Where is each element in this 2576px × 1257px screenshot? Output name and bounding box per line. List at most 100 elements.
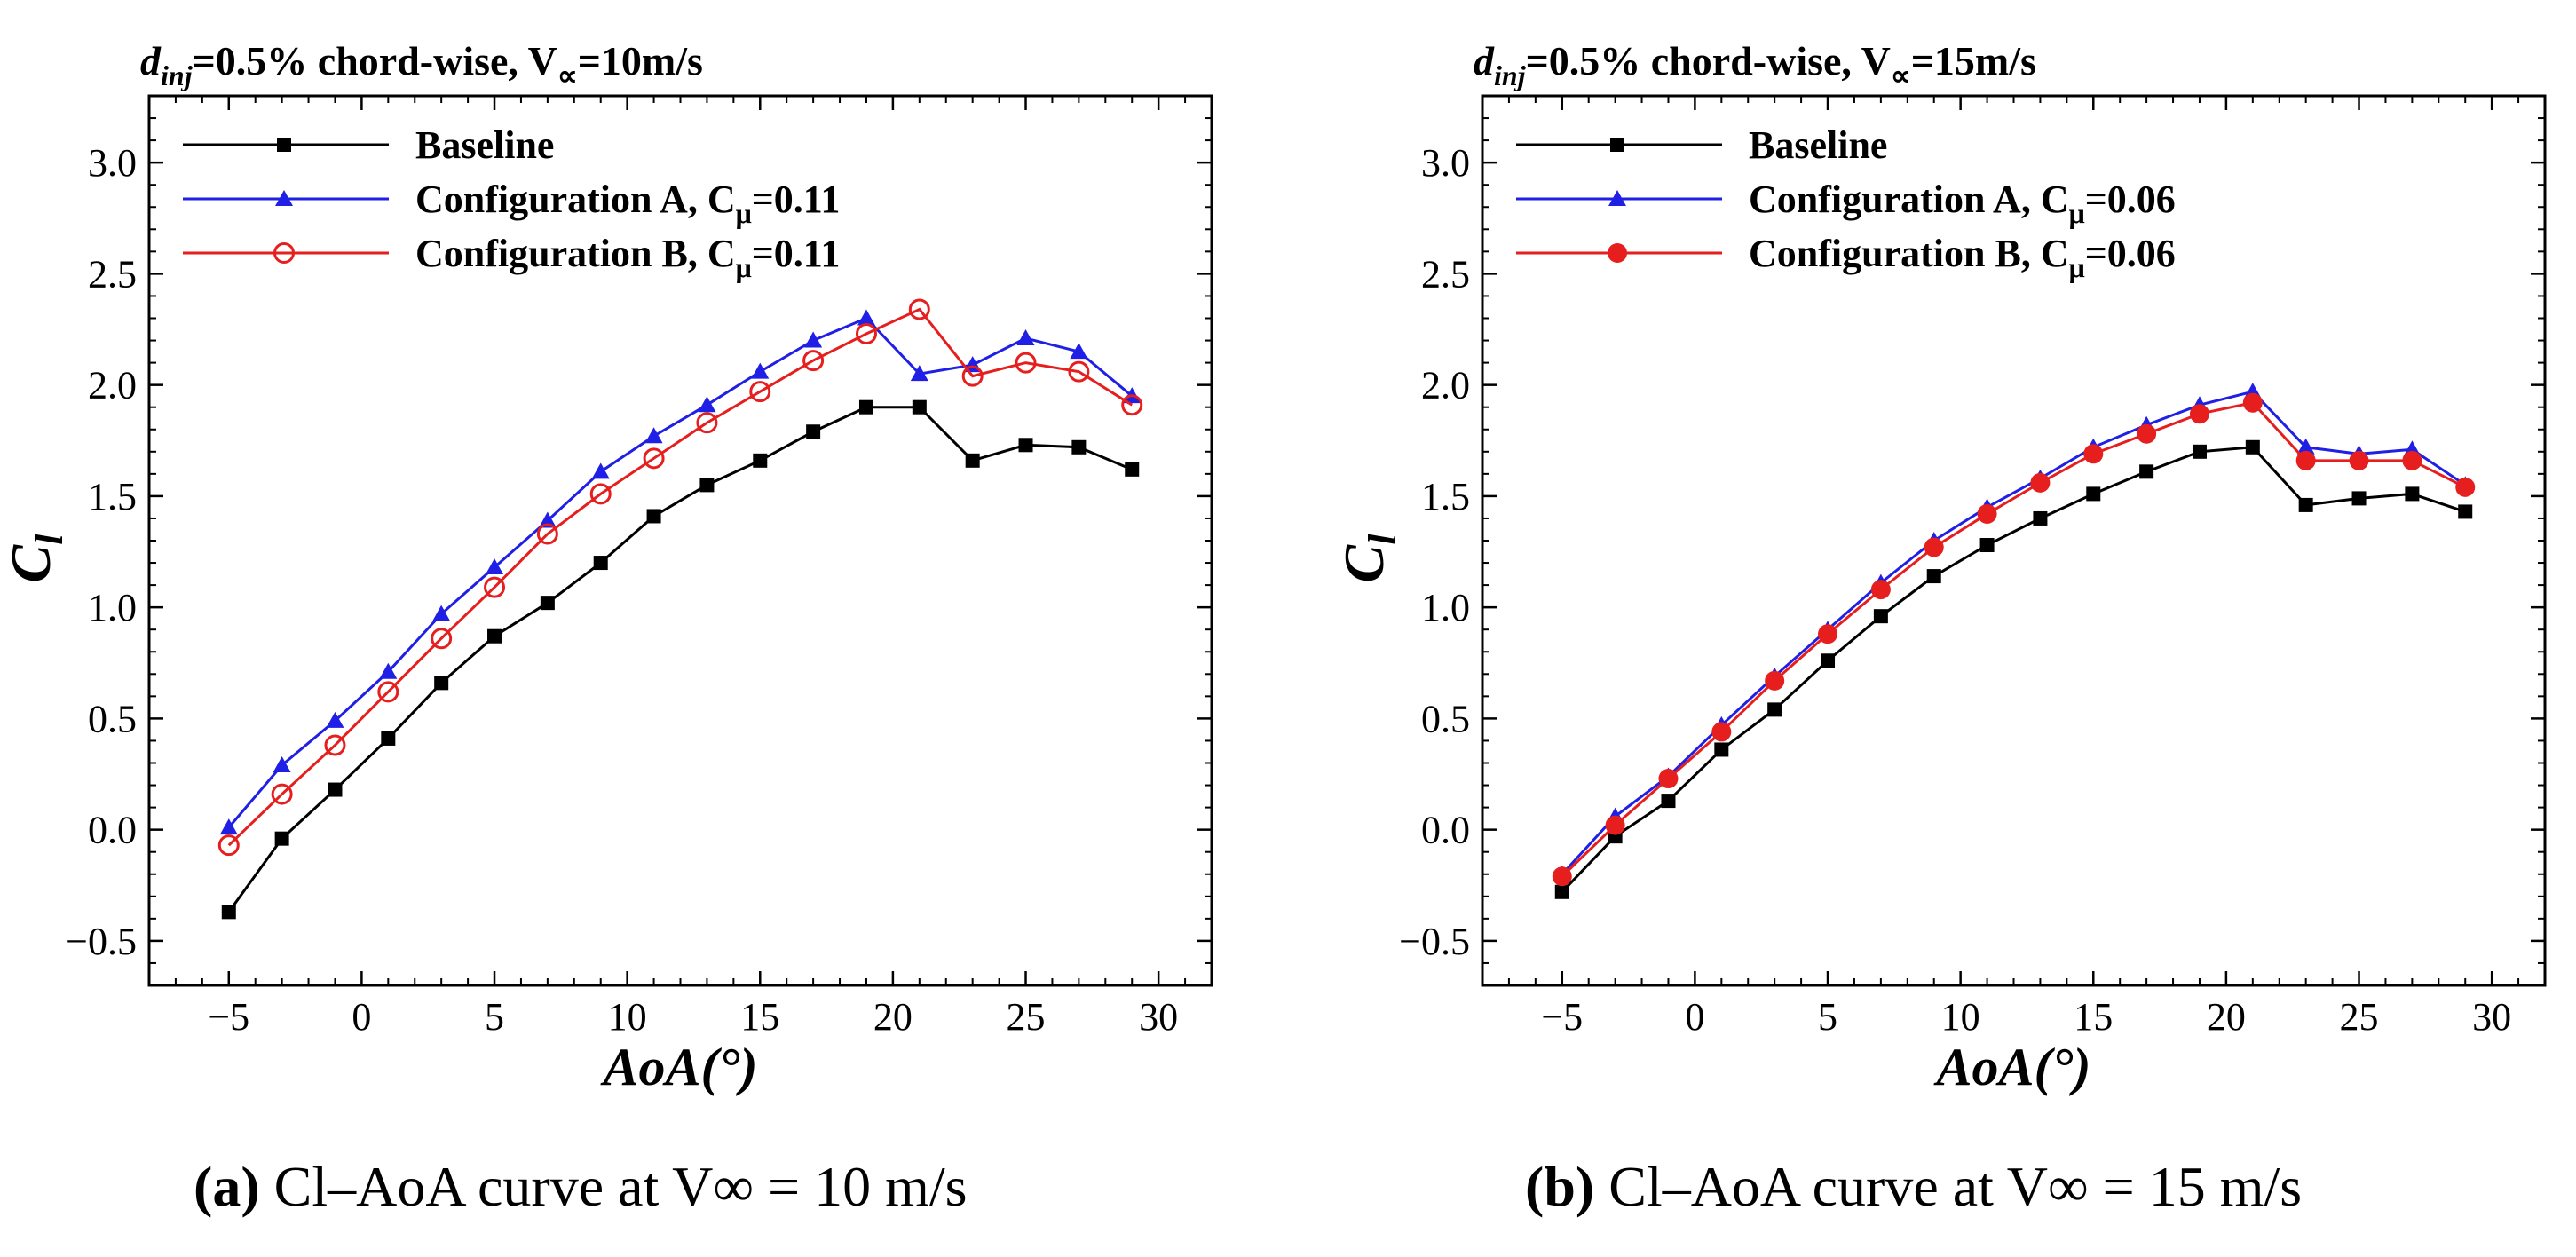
y-tick-label-b: 0.0: [1421, 809, 1470, 852]
data-point-a-1: [486, 558, 504, 575]
chart-panel-a: −5 0 5 10 15 20 25 30 −0.5 0.0 0.5 1.0 1.5 2.0 2.5 3.0 d…: [0, 38, 1213, 1096]
data-point-b-0: [2351, 491, 2367, 506]
data-point-a-0: [753, 453, 768, 468]
x-tick-label-b: 20: [2207, 995, 2246, 1039]
x-tick-label-a: 15: [740, 995, 779, 1039]
caption-a: (a) Cl–AoA curve at V∞ = 10 m/s: [194, 1154, 968, 1220]
plot-frame-b: [1481, 94, 2547, 987]
x-tick-label-a: 25: [1007, 995, 1046, 1039]
data-point-b-0: [1554, 884, 1569, 899]
data-point-b-0: [1821, 653, 1836, 668]
y-tick-label-a: 1.0: [88, 586, 137, 629]
series-line-b-1: [1561, 390, 2467, 875]
data-point-a-0: [381, 731, 396, 746]
data-point-a-1: [698, 396, 716, 413]
data-point-a-0: [434, 676, 449, 691]
data-point-a-2: [377, 681, 399, 703]
data-point-a-0: [274, 831, 289, 846]
data-point-a-2: [431, 628, 453, 650]
data-point-b-2: [2349, 450, 2369, 470]
data-point-a-1: [910, 365, 928, 382]
caption-a-text: Cl–AoA curve at V∞ = 10 m/s: [273, 1155, 968, 1218]
legend-marker-a-0: [277, 138, 291, 152]
x-tick-label-a: 0: [352, 995, 371, 1039]
data-point-b-2: [2242, 392, 2263, 413]
data-point-b-0: [2033, 510, 2048, 526]
chart-title-a: dinj=0.5% chord-wise, V∝=10m/s: [140, 38, 703, 91]
data-point-a-0: [699, 478, 715, 493]
data-point-b-2: [2189, 404, 2209, 424]
data-point-b-0: [2192, 444, 2207, 459]
y-tick-label-b: 1.5: [1421, 475, 1470, 518]
y-tick-label-a: −0.5: [66, 920, 137, 963]
x-tick-label-b: −5: [1541, 995, 1583, 1039]
data-point-a-2: [855, 323, 877, 345]
data-point-a-0: [1071, 439, 1087, 455]
plot-frame-a: [147, 94, 1213, 987]
data-point-a-2: [749, 381, 771, 403]
data-point-b-2: [2030, 472, 2051, 493]
data-point-b-2: [1552, 866, 1572, 887]
data-point-b-0: [1926, 569, 1941, 584]
data-point-b-0: [1714, 742, 1729, 757]
data-point-a-2: [324, 734, 346, 756]
data-point-a-0: [328, 782, 343, 797]
y-tick-label-a: 2.0: [88, 364, 137, 407]
data-point-b-2: [1605, 815, 1625, 835]
y-tick-label-b: 3.0: [1421, 141, 1470, 185]
legend-label-a-0: Baseline: [415, 123, 554, 167]
data-point-b-0: [2245, 439, 2260, 455]
y-tick-label-b: 2.5: [1421, 252, 1470, 296]
chart-title-b: dinj=0.5% chord-wise, V∝=15m/s: [1474, 38, 2036, 91]
series-b-0: [1554, 439, 2473, 899]
data-point-a-0: [858, 399, 873, 415]
caption-b-text: Cl–AoA curve at V∞ = 15 m/s: [1608, 1155, 2303, 1218]
data-point-a-0: [487, 628, 502, 644]
data-point-b-1: [2296, 438, 2315, 455]
x-tick-label-b: 0: [1685, 995, 1704, 1039]
series-b-2: [1552, 392, 2476, 887]
data-point-b-2: [1765, 670, 1785, 691]
series-a-0: [221, 399, 1140, 920]
x-tick-label-b: 30: [2472, 995, 2511, 1039]
data-point-b-2: [2083, 444, 2104, 464]
data-point-b-2: [1977, 503, 1997, 524]
data-point-a-2: [908, 298, 930, 320]
data-point-a-1: [804, 331, 823, 348]
x-tick-label-a: −5: [208, 995, 249, 1039]
x-tick-label-b: 25: [2340, 995, 2379, 1039]
data-point-b-2: [1818, 624, 1838, 644]
data-point-a-0: [912, 399, 927, 415]
x-tick-label-b: 10: [1941, 995, 1980, 1039]
data-point-b-2: [2402, 450, 2422, 470]
data-point-b-2: [1658, 769, 1679, 789]
legend-label-b-1: Configuration A, Cμ=0.06: [1749, 178, 2176, 229]
data-point-a-2: [271, 783, 293, 805]
data-point-b-0: [2139, 464, 2154, 479]
data-point-b-0: [2086, 486, 2101, 502]
data-point-a-2: [1068, 360, 1090, 383]
series-a-2: [217, 298, 1143, 857]
data-point-a-1: [751, 362, 770, 379]
data-point-a-1: [1016, 329, 1035, 346]
legend-label-a-2: Configuration B, Cμ=0.11: [415, 232, 840, 283]
y-tick-label-a: 0.0: [88, 809, 137, 852]
y-tick-label-a: 1.5: [88, 475, 137, 518]
series-line-a-1: [227, 316, 1134, 829]
x-tick-label-a: 5: [485, 995, 504, 1039]
data-point-b-0: [1979, 538, 1995, 553]
data-point-a-1: [644, 427, 663, 444]
series-line-b-2: [1561, 401, 2466, 878]
y-tick-label-a: 0.5: [88, 697, 137, 740]
x-tick-label-a: 30: [1139, 995, 1178, 1039]
y-axis-label-b: Cl: [1332, 534, 1404, 583]
data-point-b-0: [2298, 497, 2313, 512]
y-tick-label-b: 1.0: [1421, 586, 1470, 629]
series-line-a-2: [227, 307, 1134, 847]
data-point-b-0: [1767, 702, 1782, 717]
data-point-a-1: [1070, 343, 1088, 360]
data-point-a-0: [646, 509, 661, 524]
data-point-a-2: [1121, 394, 1143, 416]
legend-marker-a-2: [273, 242, 295, 264]
